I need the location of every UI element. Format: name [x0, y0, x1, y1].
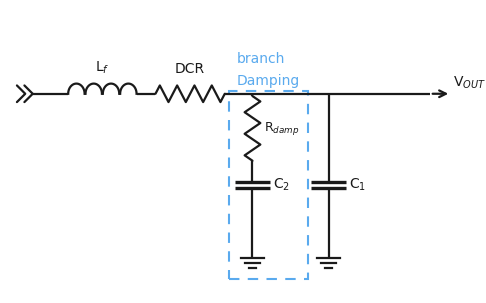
Text: L$_f$: L$_f$ [95, 60, 110, 76]
Text: C$_1$: C$_1$ [349, 177, 366, 193]
Text: V$_{OUT}$: V$_{OUT}$ [453, 75, 486, 92]
Text: branch: branch [236, 52, 285, 65]
Text: DCR: DCR [175, 62, 205, 76]
Text: C$_2$: C$_2$ [273, 177, 290, 193]
Text: R$_{damp}$: R$_{damp}$ [264, 120, 299, 137]
Text: Damping: Damping [236, 74, 299, 88]
